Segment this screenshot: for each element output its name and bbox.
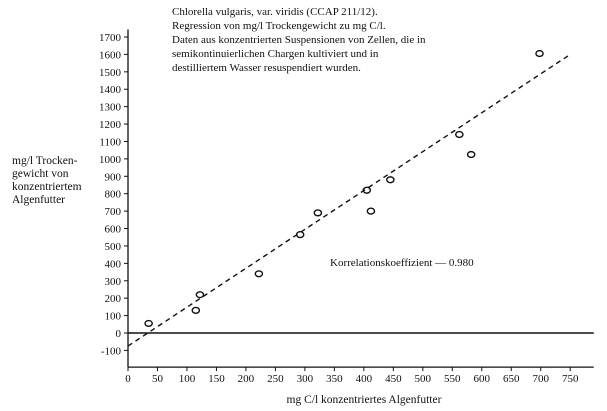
y-tick-label: 1300 <box>99 102 122 114</box>
y-axis-title-line: Algenfutter <box>12 194 65 206</box>
x-tick-label: 150 <box>208 373 225 385</box>
y-axis-title-line: mg/l Trocken- <box>12 155 78 167</box>
x-tick-label: 100 <box>179 373 196 385</box>
y-tick-label: 1500 <box>99 67 122 79</box>
y-tick-label: 900 <box>105 171 122 183</box>
y-tick-label: 100 <box>105 311 122 323</box>
data-point <box>455 130 464 139</box>
y-tick-label: 300 <box>105 276 122 288</box>
y-tick-label: 1000 <box>99 154 122 166</box>
data-point <box>366 207 376 215</box>
x-tick-label: 300 <box>297 373 314 385</box>
y-tick-label: 200 <box>105 293 122 305</box>
data-point <box>386 176 395 184</box>
note-line: semikontinuierlichen Chargen kultiviert … <box>172 48 379 60</box>
y-tick-label: 1100 <box>99 136 121 148</box>
y-tick-label: 800 <box>105 189 122 201</box>
y-tick-label: 1400 <box>99 84 122 96</box>
note-line: destilliertem Wasser resuspendiert wurde… <box>172 62 361 74</box>
x-tick-label: 500 <box>415 373 432 385</box>
x-tick-label: 650 <box>503 373 520 385</box>
data-point <box>362 186 372 194</box>
y-axis-ticks: -100 0 100 200 300 400 500 600 700 800 900 1000 1100… <box>99 32 128 357</box>
data-point <box>191 306 201 314</box>
note-line: Regression von mg/l Trockengewicht zu mg… <box>172 20 386 32</box>
correlation-annotation: Korrelationskoeffizient — 0.980 <box>330 257 474 269</box>
y-tick-label: 400 <box>105 258 122 270</box>
y-tick-label: 1700 <box>99 32 122 44</box>
y-tick-label: 500 <box>105 241 122 253</box>
y-axis-title-line: gewicht von <box>12 168 69 180</box>
data-point <box>313 209 323 217</box>
data-points <box>144 49 544 328</box>
note-line: Daten aus konzentrierten Suspensionen vo… <box>172 34 426 46</box>
x-axis-ticks: 0 50 100 150 200 250 300 350 400 450 500 550 600 650 7… <box>125 367 579 385</box>
x-tick-label: 50 <box>152 373 164 385</box>
data-point <box>144 319 153 328</box>
y-tick-label: 1600 <box>99 49 122 61</box>
note-line: Chlorella vulgaris, var. viridis (CCAP 2… <box>172 6 378 18</box>
x-tick-label: 250 <box>267 373 284 385</box>
regression-line <box>127 53 571 347</box>
y-axis-title-line: konzentriertem <box>12 181 82 193</box>
data-point <box>195 291 205 299</box>
x-tick-label: 0 <box>125 373 131 385</box>
x-tick-label: 200 <box>238 373 255 385</box>
x-tick-label: 450 <box>385 373 402 385</box>
axes <box>127 29 594 368</box>
chart-note: Chlorella vulgaris, var. viridis (CCAP 2… <box>172 6 426 74</box>
y-tick-label: 600 <box>105 224 122 236</box>
x-tick-label: 600 <box>474 373 491 385</box>
y-axis-title: mg/l Trocken-gewicht vonkonzentriertemAl… <box>12 155 82 206</box>
x-axis-title: mg C/l konzentriertes Algenfutter <box>287 394 442 406</box>
x-tick-label: 400 <box>356 373 373 385</box>
data-point <box>295 231 305 239</box>
x-tick-label: 550 <box>444 373 461 385</box>
y-tick-label: -100 <box>101 345 122 357</box>
data-point <box>535 49 544 58</box>
data-point <box>254 270 264 278</box>
x-tick-label: 350 <box>326 373 343 385</box>
x-tick-label: 700 <box>532 373 549 385</box>
y-tick-label: 700 <box>105 206 122 218</box>
data-point <box>466 150 476 159</box>
x-tick-label: 750 <box>562 373 579 385</box>
y-tick-label: 1200 <box>99 119 122 131</box>
y-tick-label: 0 <box>116 328 122 340</box>
